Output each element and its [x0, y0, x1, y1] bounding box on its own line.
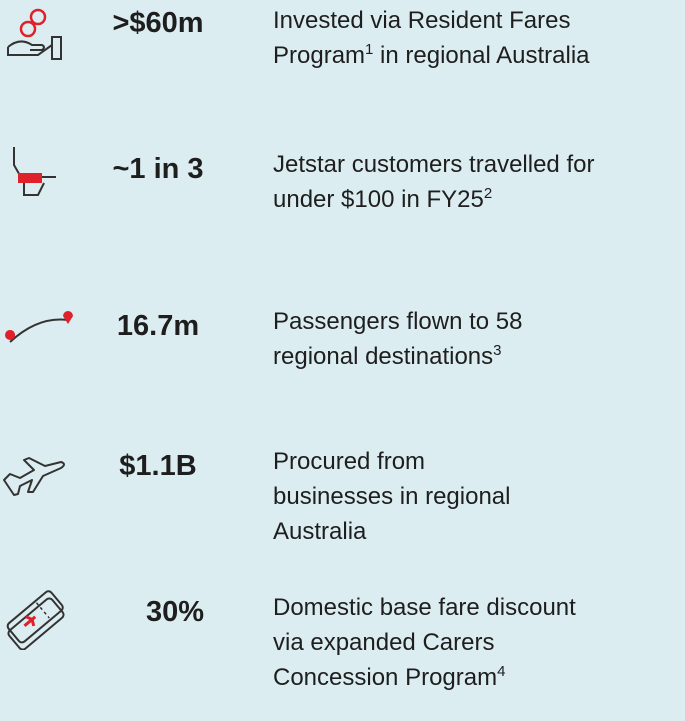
description-line: Procured from — [273, 444, 510, 479]
footnote-marker: 3 — [493, 342, 502, 359]
stat-value: 16.7m — [116, 310, 200, 342]
money-hand-icon — [7, 8, 62, 60]
description-line: via expanded Carers — [273, 625, 576, 660]
description-text: Invested via Resident Fares — [273, 7, 571, 34]
stat-description: Jetstar customers travelled for under $10… — [273, 147, 594, 217]
description-line: Passengers flown to 58 — [273, 304, 522, 339]
footnote-marker: 4 — [497, 663, 506, 680]
stat-description: Domestic base fare discount via expanded … — [273, 590, 576, 695]
description-line: Australia — [273, 514, 510, 549]
footnote-marker: 2 — [483, 185, 493, 202]
description-text: in regional Australia — [373, 42, 590, 69]
plane-icon — [3, 457, 65, 496]
description-text: Jetstar customers travelled for — [273, 151, 595, 178]
description-text: businesses in regional — [273, 483, 511, 510]
description-line: businesses in regional — [273, 479, 510, 514]
description-line: Concession Program4 — [273, 660, 576, 695]
description-line: Jetstar customers travelled for — [273, 147, 594, 182]
stat-description: Passengers flown to 58 regional destinati… — [273, 304, 522, 374]
description-text: Concession Program — [273, 664, 498, 691]
description-text: Domestic base fare discount — [273, 594, 576, 621]
stat-value: 30% — [145, 596, 205, 628]
description-line: Invested via Resident Fares — [273, 3, 590, 38]
description-text: Australia — [273, 518, 367, 545]
description-line: regional destinations3 — [273, 339, 522, 374]
description-text: Program — [273, 42, 366, 69]
stat-value: $1.1B — [119, 450, 197, 482]
description-text: under $100 in FY25 — [273, 186, 484, 213]
stat-description: Invested via Resident Fares Program1 in r… — [273, 3, 590, 73]
seat-icon — [13, 147, 56, 196]
description-text: regional destinations — [273, 343, 494, 370]
stat-value: ~1 in 3 — [112, 153, 204, 185]
description-line: Program1 in regional Australia — [273, 38, 590, 73]
ticket-icon — [6, 590, 65, 650]
description-line: under $100 in FY252 — [273, 182, 594, 217]
description-text: via expanded Carers — [273, 629, 495, 656]
stat-value: >$60m — [112, 7, 204, 39]
description-line: Domestic base fare discount — [273, 590, 576, 625]
description-text: Procured from — [273, 448, 426, 475]
footnote-marker: 1 — [365, 41, 374, 58]
stat-description: Procured from businesses in regional Austr… — [273, 444, 510, 549]
description-text: Passengers flown to 58 — [273, 308, 523, 335]
route-icon — [5, 311, 73, 343]
